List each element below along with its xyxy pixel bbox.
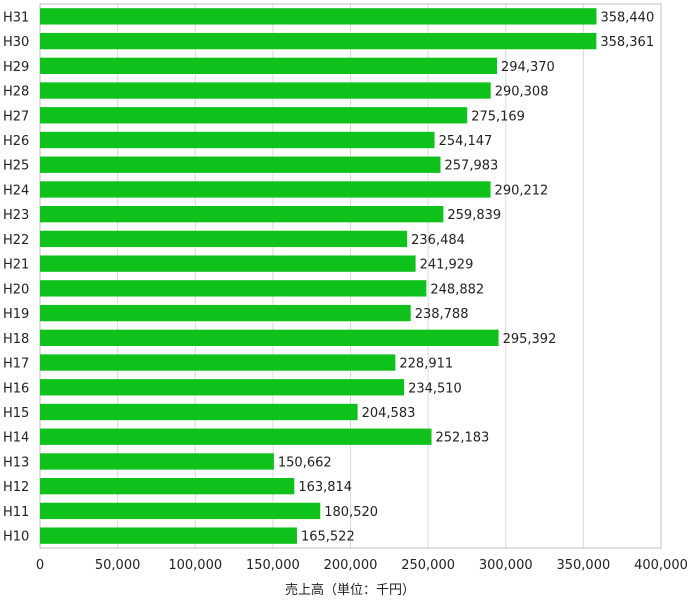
bar-h20 [40,280,427,297]
value-label-h23: 259,839 [447,208,501,223]
value-label-h11: 180,520 [324,505,378,520]
x-tick-label: 250,000 [401,558,455,573]
category-label-h18: H18 [3,332,29,347]
category-label-h29: H29 [3,60,29,75]
category-label-h16: H16 [3,381,29,396]
value-label-h29: 294,370 [501,60,555,75]
x-tick-label: 200,000 [324,558,378,573]
category-label-h26: H26 [3,134,29,149]
x-tick-label: 100,000 [168,558,222,573]
value-label-h18: 295,392 [503,332,557,347]
value-label-h30: 358,361 [600,35,654,50]
bars [40,8,597,544]
value-label-h21: 241,929 [420,258,474,273]
value-label-h25: 257,983 [445,159,499,174]
category-label-h13: H13 [3,455,29,470]
value-label-h31: 358,440 [600,10,654,25]
value-label-h17: 228,911 [399,357,453,372]
category-label-h28: H28 [3,85,29,100]
bar-h25 [40,156,441,173]
bar-h23 [40,206,444,223]
bar-h30 [40,32,597,50]
value-label-h27: 275,169 [471,109,525,124]
x-tick-label: 0 [36,558,44,573]
x-axis-title: 売上高（単位：千円） [285,582,415,598]
value-label-h13: 150,662 [278,455,332,470]
value-label-h28: 290,308 [495,85,549,100]
value-label-h16: 234,510 [408,381,462,396]
category-label-h12: H12 [3,480,29,495]
value-label-h12: 163,814 [298,480,352,495]
category-label-h27: H27 [3,109,29,124]
value-label-h26: 254,147 [439,134,493,149]
category-label-h17: H17 [3,357,29,372]
category-label-h15: H15 [3,406,29,421]
bar-h19 [40,304,411,322]
bar-h10 [40,527,297,544]
category-label-h23: H23 [3,208,29,223]
value-label-h10: 165,522 [301,530,355,545]
bar-h16 [40,379,405,396]
bar-h28 [40,82,491,99]
category-label-h24: H24 [3,183,29,198]
category-label-h22: H22 [3,233,29,248]
x-axis-ticks: 0 50,000 100,000 150,000 200,000 250,000 300,0… [36,558,688,573]
plot-area-border [39,3,662,549]
category-label-h25: H25 [3,159,29,174]
bar-h27 [40,107,468,124]
category-label-h10: H10 [3,530,29,545]
bar-h11 [40,502,321,520]
value-label-h19: 238,788 [415,307,469,322]
bar-h12 [40,478,295,495]
x-tick-label: 400,000 [634,558,688,573]
bar-h17 [40,354,396,371]
bar-h15 [40,403,358,421]
value-label-h15: 204,583 [362,406,416,421]
category-label-h31: H31 [3,10,29,25]
value-label-h22: 236,484 [411,233,465,248]
value-label-h14: 252,183 [436,431,490,446]
bar-h18 [40,329,499,346]
bar-h31 [40,8,597,25]
value-labels: 358,440 358,361 294,370 290,308 275,169 254,1… [278,10,654,544]
category-labels: H31 H30 H29 H28 H27 H26 H25 H24 H23 H22 H21 H20 H19 H… [3,10,29,544]
bar-h21 [40,255,416,272]
category-label-h14: H14 [3,431,29,446]
x-tick-label: 300,000 [479,558,533,573]
category-label-h11: H11 [3,505,29,520]
value-label-h24: 290,212 [495,183,549,198]
category-label-h30: H30 [3,35,29,50]
bar-h29 [40,57,498,74]
bar-h24 [40,181,491,198]
bar-h22 [40,230,408,248]
bar-h13 [40,453,274,470]
x-tick-label: 50,000 [95,558,141,573]
category-label-h20: H20 [3,282,29,297]
bar-h14 [40,428,432,445]
category-label-h19: H19 [3,307,29,322]
x-tick-label: 150,000 [246,558,300,573]
value-label-h20: 248,882 [430,282,484,297]
category-label-h21: H21 [3,258,29,273]
bar-h26 [40,131,435,149]
x-tick-label: 350,000 [556,558,610,573]
